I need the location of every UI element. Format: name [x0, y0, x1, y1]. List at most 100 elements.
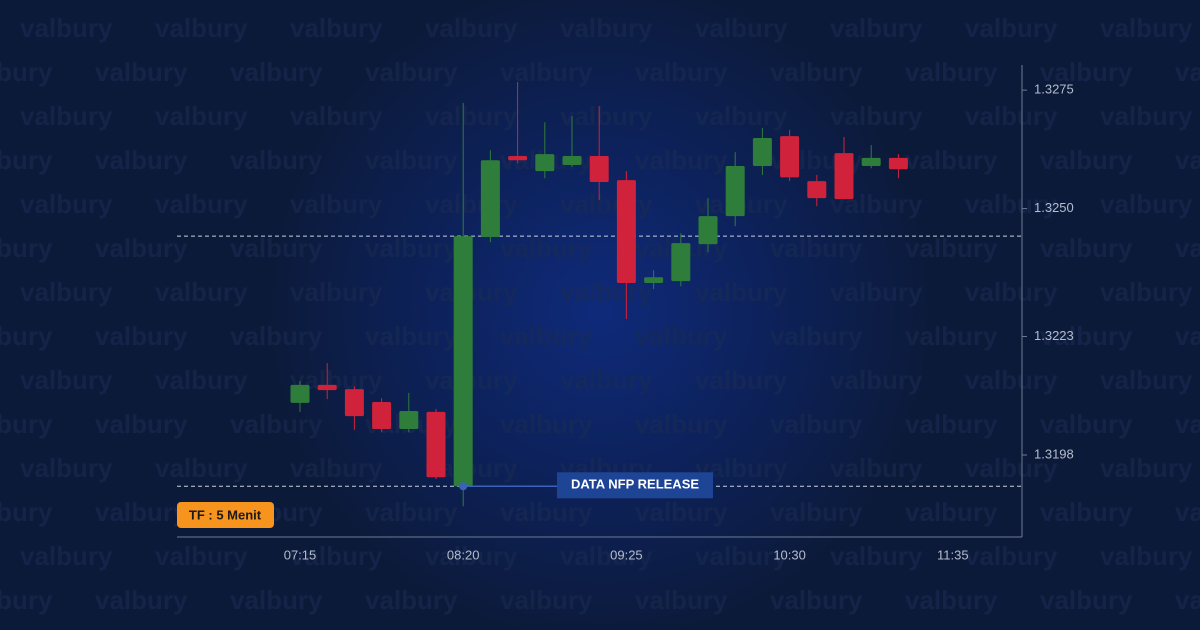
candle-body: [671, 243, 691, 282]
candle-body: [861, 157, 881, 166]
watermark: valbury: [770, 497, 863, 527]
candle-body: [780, 136, 800, 178]
watermark: valbury: [20, 277, 113, 307]
candle-body: [644, 277, 664, 283]
watermark: valbury: [695, 541, 788, 571]
watermark: valbury: [500, 409, 593, 439]
annotation: DATA NFP RELEASE: [571, 477, 699, 492]
watermark: valbury: [365, 585, 458, 615]
watermark: valbury: [635, 409, 728, 439]
watermark: valbury: [155, 13, 248, 43]
candle-body: [453, 236, 473, 487]
watermark: valbury: [290, 101, 383, 131]
watermark: valbury: [290, 277, 383, 307]
candle-body: [807, 181, 827, 199]
watermark: valbury: [635, 321, 728, 351]
watermark: valbury: [155, 277, 248, 307]
watermark: valbury: [830, 277, 923, 307]
watermark: valbury: [0, 145, 53, 175]
plot: 1.3275 1.3250 1.3223 1.3198 07:15 08:20 09:25 1…: [177, 82, 1074, 562]
watermark: valbury: [500, 585, 593, 615]
watermark: valbury: [1100, 453, 1193, 483]
watermark: valbury: [560, 541, 653, 571]
candle-body: [317, 384, 337, 391]
watermark: valbury: [0, 233, 53, 263]
watermark: valbury: [20, 365, 113, 395]
watermark: valbury: [290, 541, 383, 571]
y-tick-label: 1.3250: [1034, 200, 1074, 215]
watermark: valbury: [695, 277, 788, 307]
watermark: valbury: [1100, 541, 1193, 571]
watermark: valbury: [290, 453, 383, 483]
watermark: valbury: [1040, 321, 1133, 351]
watermark: valbury: [1040, 145, 1133, 175]
x-tick-label: 09:25: [610, 547, 643, 562]
watermark: valbury: [95, 585, 188, 615]
watermark: valbury: [635, 585, 728, 615]
watermark: valbury: [500, 233, 593, 263]
x-tick-label: 11:35: [937, 547, 969, 562]
watermark: valbury: [695, 13, 788, 43]
watermark: valbury: [1100, 101, 1193, 131]
watermark: valbury: [1175, 409, 1200, 439]
y-tick-label: 1.3198: [1034, 446, 1074, 461]
watermark: valbury: [230, 321, 323, 351]
watermark: valbury: [1040, 585, 1133, 615]
watermark: valbury: [95, 145, 188, 175]
watermark: valbury: [830, 453, 923, 483]
x-tick-label: 10:30: [773, 547, 806, 562]
candle-body: [535, 154, 555, 172]
candle-body: [888, 157, 908, 170]
watermark: valbury: [95, 57, 188, 87]
watermark: valbury: [230, 145, 323, 175]
watermark: valbury: [905, 321, 998, 351]
watermark: valbury: [1100, 277, 1193, 307]
watermark: valbury: [905, 145, 998, 175]
watermark: valbury: [290, 13, 383, 43]
candle-body: [508, 155, 528, 161]
watermark: valbury: [155, 101, 248, 131]
y-tick-label: 1.3223: [1034, 328, 1074, 343]
watermark: valbury: [560, 277, 653, 307]
watermark: valbury: [1175, 57, 1200, 87]
watermark: valbury: [1175, 497, 1200, 527]
watermark: valbury: [1040, 57, 1133, 87]
watermark: valbury: [20, 453, 113, 483]
watermark: valbury: [770, 321, 863, 351]
watermark: valbury: [965, 277, 1058, 307]
watermark: valbury: [95, 497, 188, 527]
candle-body: [834, 153, 854, 200]
candle-body: [616, 180, 636, 283]
candle-body: [752, 137, 772, 166]
watermark: valbury: [1175, 233, 1200, 263]
candle-body: [480, 160, 500, 238]
watermark: valbury: [1100, 189, 1193, 219]
watermark: valbury: [560, 13, 653, 43]
watermark: valbury: [425, 101, 518, 131]
watermark: valbury: [905, 57, 998, 87]
watermark: valbury: [1100, 365, 1193, 395]
candle-body: [344, 389, 364, 417]
watermark: valbury: [365, 233, 458, 263]
watermark: valbury: [905, 585, 998, 615]
watermark: valbury: [1040, 233, 1133, 263]
watermark: valbury: [695, 101, 788, 131]
watermark: valbury: [500, 497, 593, 527]
watermark: valbury: [770, 57, 863, 87]
watermark: valbury: [965, 453, 1058, 483]
watermark: valbury: [560, 189, 653, 219]
watermark: valbury: [635, 497, 728, 527]
watermark: valbury: [830, 13, 923, 43]
candle-body: [589, 155, 609, 183]
watermark: valbury: [1175, 585, 1200, 615]
watermark-layer: valbury valbury valbury valbury valbury valbu…: [0, 13, 1200, 615]
candle-body: [426, 411, 446, 478]
watermark: valbury: [155, 365, 248, 395]
watermark: valbury: [1040, 409, 1133, 439]
watermark: valbury: [635, 57, 728, 87]
watermark: valbury: [20, 13, 113, 43]
watermark: valbury: [155, 541, 248, 571]
watermark: valbury: [155, 189, 248, 219]
